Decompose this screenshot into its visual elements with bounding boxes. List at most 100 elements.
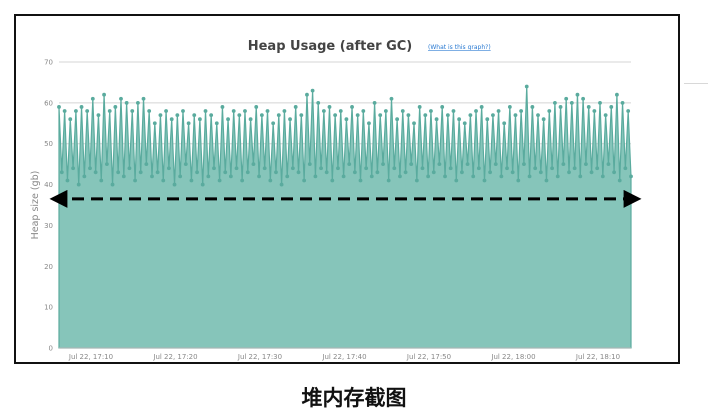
data-point bbox=[150, 174, 154, 179]
data-point bbox=[257, 174, 261, 179]
data-point bbox=[172, 182, 177, 187]
data-point bbox=[451, 109, 456, 113]
data-point bbox=[493, 162, 498, 167]
data-point bbox=[285, 174, 290, 179]
data-point bbox=[200, 182, 205, 187]
data-point bbox=[217, 178, 222, 183]
data-point bbox=[237, 113, 242, 118]
data-point bbox=[121, 174, 126, 179]
data-point bbox=[133, 178, 137, 183]
data-point bbox=[386, 178, 391, 183]
data-point bbox=[245, 170, 250, 175]
data-point bbox=[482, 178, 487, 183]
data-point bbox=[589, 170, 594, 175]
help-link[interactable]: (What is this graph?) bbox=[428, 44, 491, 51]
data-point bbox=[476, 166, 481, 171]
data-point bbox=[606, 162, 611, 167]
data-point bbox=[516, 178, 521, 183]
data-point bbox=[491, 113, 495, 118]
data-point bbox=[550, 166, 554, 171]
data-point bbox=[197, 117, 202, 122]
data-point bbox=[344, 117, 349, 122]
data-point bbox=[555, 174, 560, 179]
data-point bbox=[383, 109, 388, 113]
data-point bbox=[271, 121, 276, 126]
data-point bbox=[600, 174, 605, 179]
data-point bbox=[488, 170, 493, 175]
data-point bbox=[434, 117, 439, 122]
data-point bbox=[299, 113, 304, 118]
x-tick-label: Jul 22, 17:20 bbox=[152, 353, 197, 361]
data-point bbox=[186, 121, 191, 126]
data-point bbox=[110, 182, 115, 187]
data-point bbox=[567, 170, 571, 175]
data-point bbox=[57, 105, 61, 109]
data-point bbox=[465, 162, 470, 167]
data-point bbox=[414, 178, 419, 183]
data-point bbox=[592, 109, 597, 113]
y-tick-label: 0 bbox=[49, 345, 53, 353]
data-point bbox=[327, 105, 332, 109]
data-point bbox=[65, 178, 70, 183]
data-point bbox=[141, 96, 146, 101]
data-point bbox=[505, 166, 509, 171]
data-point bbox=[524, 84, 529, 89]
data-point bbox=[293, 105, 298, 109]
heap-usage-area bbox=[58, 85, 632, 349]
data-point bbox=[586, 105, 591, 109]
data-point bbox=[307, 162, 312, 167]
data-point bbox=[147, 109, 152, 113]
data-point bbox=[615, 92, 619, 97]
data-point bbox=[609, 105, 614, 109]
data-point bbox=[389, 96, 394, 101]
data-point bbox=[243, 109, 247, 113]
data-point bbox=[231, 109, 236, 113]
x-tick-label: Jul 22, 18:00 bbox=[490, 353, 535, 361]
data-point bbox=[595, 166, 600, 171]
data-point bbox=[206, 174, 211, 179]
data-point bbox=[403, 170, 408, 175]
data-point bbox=[623, 166, 628, 171]
data-point bbox=[164, 109, 168, 113]
data-point bbox=[575, 92, 580, 97]
data-point bbox=[474, 109, 478, 113]
data-point bbox=[74, 109, 78, 113]
data-point bbox=[130, 109, 135, 113]
data-point bbox=[296, 170, 301, 175]
data-point bbox=[361, 109, 366, 113]
y-tick-label: 40 bbox=[44, 181, 53, 189]
y-tick-label: 60 bbox=[44, 99, 53, 107]
y-axis-label: Heap size (gb) bbox=[30, 171, 41, 240]
data-point bbox=[431, 170, 436, 175]
y-tick-label: 50 bbox=[44, 140, 53, 148]
data-point bbox=[581, 96, 585, 101]
data-point bbox=[510, 170, 515, 175]
data-point bbox=[333, 113, 338, 118]
data-point bbox=[561, 162, 566, 167]
data-point bbox=[544, 178, 549, 183]
data-point bbox=[226, 117, 230, 122]
data-point bbox=[341, 174, 346, 179]
data-point bbox=[105, 162, 109, 167]
data-point bbox=[305, 92, 309, 97]
data-point bbox=[541, 117, 546, 122]
data-point bbox=[324, 170, 329, 175]
data-point bbox=[228, 174, 233, 179]
data-point bbox=[412, 121, 416, 126]
data-point bbox=[378, 113, 383, 118]
data-point bbox=[166, 166, 171, 171]
data-point bbox=[178, 174, 183, 179]
data-point bbox=[457, 117, 462, 122]
data-point bbox=[220, 105, 225, 109]
data-point bbox=[460, 170, 464, 175]
data-point bbox=[479, 105, 484, 109]
data-point bbox=[127, 166, 132, 171]
data-point bbox=[496, 109, 501, 113]
data-point bbox=[536, 113, 540, 118]
data-point bbox=[440, 105, 445, 109]
data-point bbox=[192, 113, 197, 118]
y-tick-label: 10 bbox=[44, 304, 53, 312]
y-tick-label: 70 bbox=[44, 59, 53, 67]
data-point bbox=[409, 162, 414, 167]
data-point bbox=[417, 105, 422, 109]
